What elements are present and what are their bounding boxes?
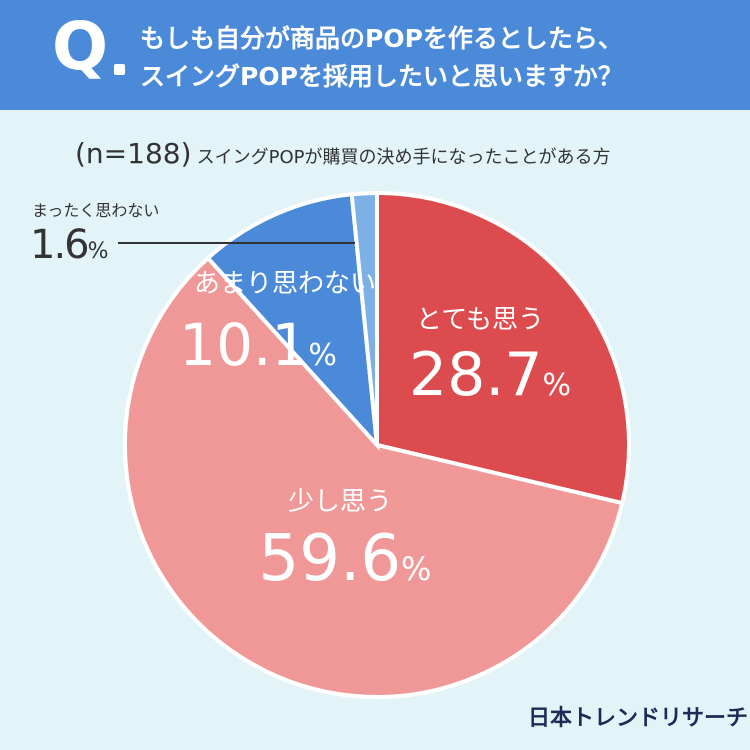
slice-label-2: あまり思わない <box>194 269 376 299</box>
slice-value-2-percent: % <box>308 338 337 373</box>
slice-value-1-number: 59.6 <box>259 522 402 596</box>
respondent-description: スイングPOPが購買の決め手になったことがある方 <box>196 147 611 168</box>
slice-value-2-number: 10.1 <box>179 311 308 379</box>
chart-subtitle: (n=188) スイングPOPが購買の決め手になったことがある方 <box>75 137 610 170</box>
pie-slice-0 <box>375 190 631 506</box>
slice-value-0-number: 28.7 <box>409 340 543 410</box>
question-text: もしも自分が商品のPOPを作るとしたら、 スイングPOPを採用したいと思いますか… <box>140 20 740 96</box>
slice-value-3-percent: % <box>87 239 109 264</box>
question-line-1: もしも自分が商品のPOPを作るとしたら、 <box>140 24 623 53</box>
pie-slice-1 <box>123 255 625 699</box>
slice-label-0: とても思う <box>416 305 544 335</box>
slice-value-3-number: 1.6 <box>30 222 90 268</box>
slice-label-3: まったく思わない <box>32 201 160 220</box>
pie-slice-2 <box>205 192 380 451</box>
slice-value-0: 28.7% <box>409 340 571 410</box>
question-line-2: スイングPOPを採用したいと思いますか？ <box>140 62 623 91</box>
pie-slice-3 <box>349 190 379 446</box>
brand-logo: 日本トレンドリサーチ <box>528 706 749 731</box>
slice-value-2: 10.1% <box>179 311 337 379</box>
sample-size: (n=188) <box>75 137 192 170</box>
slice-value-0-percent: % <box>543 368 572 403</box>
slice-value-3: 1.6% <box>30 222 109 268</box>
header-banner: Q もしも自分が商品のPOPを作るとしたら、 スイングPOPを採用したいと思いま… <box>0 0 750 110</box>
slice-value-1: 59.6% <box>259 522 432 596</box>
q-dot <box>114 64 125 75</box>
q-mark: Q <box>52 8 109 85</box>
slice-value-1-percent: % <box>401 550 431 588</box>
slice-label-1: 少し思う <box>288 487 392 517</box>
